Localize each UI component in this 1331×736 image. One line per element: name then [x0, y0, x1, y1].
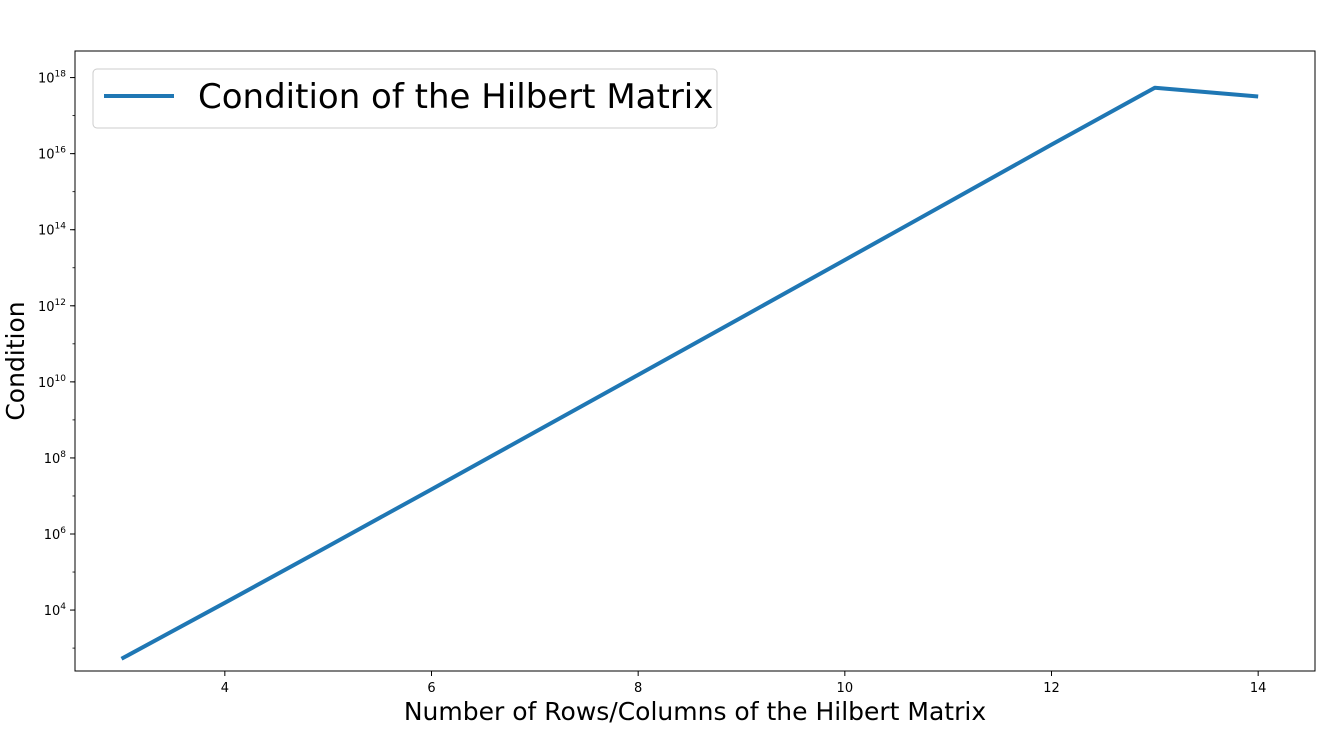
- legend-label: Condition of the Hilbert Matrix: [198, 77, 713, 117]
- y-tick-label: 104: [44, 602, 67, 619]
- x-tick-label: 8: [634, 681, 642, 696]
- legend: Condition of the Hilbert Matrix: [92, 68, 718, 129]
- y-axis-label: Condition: [1, 301, 30, 420]
- y-tick-label: 1010: [38, 374, 66, 391]
- plot-frame: [74, 50, 1316, 672]
- x-tick-label: 4: [221, 681, 229, 696]
- x-tick-label: 6: [427, 681, 435, 696]
- x-tick-label: 10: [837, 681, 854, 696]
- x-tick-label: 14: [1250, 681, 1267, 696]
- y-tick-label: 106: [44, 526, 67, 543]
- y-tick-label: 1014: [38, 222, 66, 239]
- y-tick-label: 1016: [38, 146, 66, 163]
- y-tick-label: 108: [44, 450, 67, 467]
- legend-box: [92, 68, 718, 129]
- plot-area: [75, 51, 1315, 671]
- x-axis-label: Number of Rows/Columns of the Hilbert Ma…: [404, 697, 986, 726]
- y-axis-ticks: 104 106 108 1010 1012 1014 1016 1018: [38, 70, 75, 649]
- x-axis-ticks: 4 6 8 10 12 14: [221, 671, 1267, 696]
- x-tick-label: 12: [1043, 681, 1060, 696]
- y-tick-label: 1018: [38, 70, 66, 87]
- y-tick-label: 1012: [38, 298, 66, 315]
- series-line-condition: [120, 85, 1259, 661]
